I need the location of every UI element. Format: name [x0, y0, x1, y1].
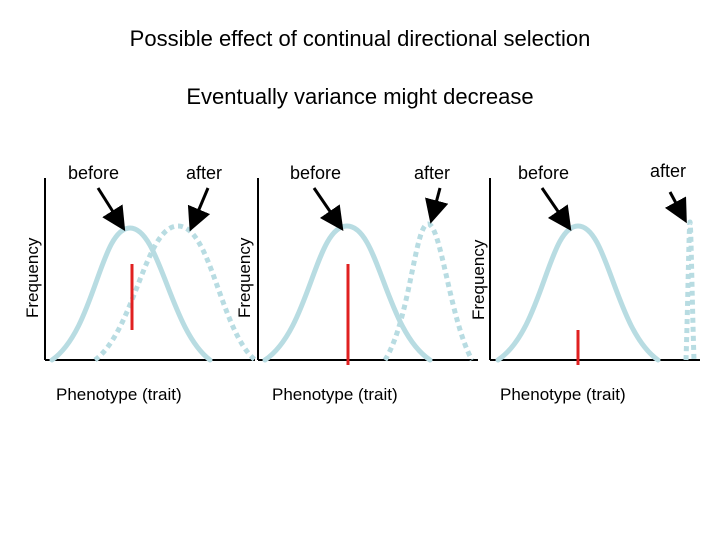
panel-1-after-arrow [187, 187, 211, 232]
panel-2-y-label: Frequency [235, 237, 254, 318]
panel-2-before-label: before [290, 163, 341, 183]
panel-3-y-label: Frequency [469, 239, 488, 320]
panel-1-before-label: before [68, 163, 119, 183]
panel-2-before-arrow [312, 187, 344, 231]
panel-3-x-label: Phenotype (trait) [500, 385, 626, 404]
panel-1: before after Phenotype (trait) Frequency [23, 163, 257, 404]
panel-2-before-curve [262, 223, 433, 363]
panel-2-after-arrow [425, 187, 449, 224]
panel-3-after-label: after [650, 161, 686, 181]
panel-3-before-label: before [518, 163, 569, 183]
panel-1-y-label: Frequency [23, 237, 42, 318]
panel-1-x-label: Phenotype (trait) [56, 385, 182, 404]
panel-2: before after Phenotype (trait) Frequency [235, 163, 478, 404]
panel-1-after-label: after [186, 163, 222, 183]
panel-2-after-curve [382, 221, 475, 362]
panel-1-before-curve [49, 225, 213, 363]
panel-3: before after Phenotype (trait) Frequency [469, 161, 700, 404]
page-title: Possible effect of continual directional… [129, 26, 591, 51]
panel-1-before-arrow [96, 187, 126, 232]
panel-2-x-label: Phenotype (trait) [272, 385, 398, 404]
panel-3-after-curve [683, 219, 697, 361]
panel-3-after-arrow [664, 191, 687, 224]
panel-3-before-curve [495, 223, 661, 363]
panel-3-before-arrow [540, 187, 572, 231]
page-subtitle: Eventually variance might decrease [186, 84, 534, 109]
panel-2-after-label: after [414, 163, 450, 183]
panel-1-after-curve [93, 223, 257, 362]
